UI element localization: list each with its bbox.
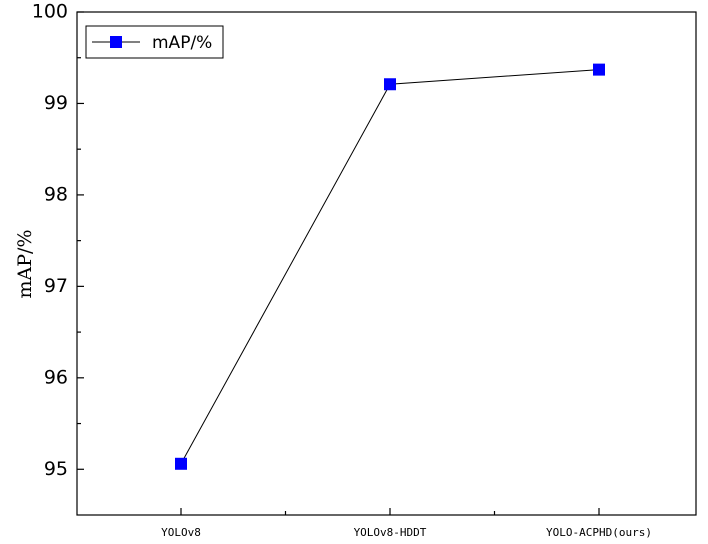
series-group [175,63,605,470]
y-tick-label: 96 [44,366,68,388]
y-tick-label: 100 [32,1,68,23]
y-tick-label: 98 [44,183,68,205]
y-tick-label: 95 [44,458,68,480]
x-tick-label: YOLOv8-HDDT [354,526,427,539]
y-tick-label: 99 [44,92,68,114]
x-tick-label: YOLO-ACPHD(ours) [546,526,652,539]
y-axis-ticks: 95 96 97 98 99 100 [32,1,84,480]
data-point [384,78,396,91]
legend: mAP/% [85,25,224,59]
y-tick-label: 97 [44,275,68,297]
plot-frame [76,11,697,516]
y-axis-label: mAP/% [14,230,36,299]
x-axis-ticks: YOLOv8 YOLOv8-HDDT YOLO-ACPHD(ours) [161,508,652,539]
series-line [180,69,600,465]
data-point [175,457,187,470]
data-point [593,63,605,76]
x-tick-label: YOLOv8 [161,526,201,539]
legend-label: mAP/% [152,33,212,53]
legend-marker [110,36,122,48]
